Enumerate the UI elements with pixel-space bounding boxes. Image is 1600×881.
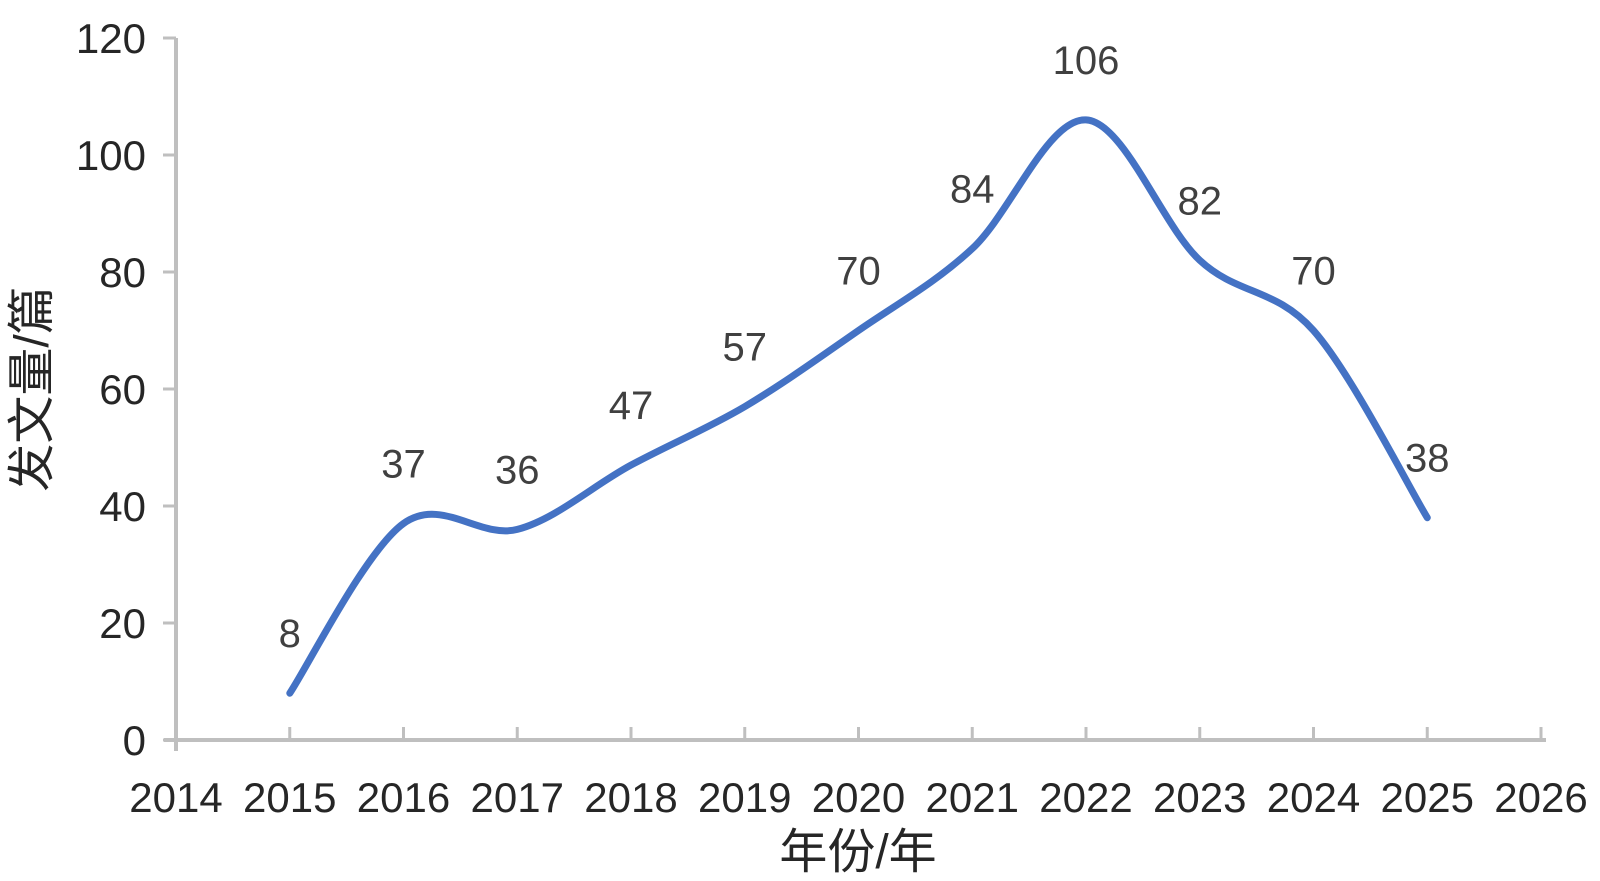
y-tick-label-80: 80 — [99, 249, 146, 296]
x-tick-label-2026: 2026 — [1494, 774, 1587, 821]
x-tick-label-2019: 2019 — [698, 774, 791, 821]
x-tick-label-2015: 2015 — [243, 774, 336, 821]
y-tick-label-40: 40 — [99, 483, 146, 530]
x-axis-ticks — [174, 727, 1543, 740]
data-label-2016: 37 — [381, 443, 426, 487]
y-tick-label-100: 100 — [76, 132, 146, 179]
data-label-2017: 36 — [495, 448, 540, 492]
data-label-2015: 8 — [279, 612, 301, 656]
y-tick-label-60: 60 — [99, 366, 146, 413]
data-label-2023: 82 — [1178, 179, 1223, 223]
data-label-2019: 57 — [723, 326, 768, 370]
y-axis-ticks — [163, 36, 176, 742]
x-tick-label-2016: 2016 — [357, 774, 450, 821]
x-tick-label-2014: 2014 — [129, 774, 222, 821]
x-axis-title: 年份/年 — [779, 826, 936, 879]
x-tick-label-2023: 2023 — [1153, 774, 1246, 821]
x-tick-label-2024: 2024 — [1267, 774, 1360, 821]
x-tick-label-2025: 2025 — [1381, 774, 1474, 821]
data-label-2022: 106 — [1053, 39, 1120, 83]
series-line — [286, 116, 1431, 697]
y-axis-title: 发文量/篇 — [6, 286, 59, 491]
y-tick-label-0: 0 — [123, 717, 146, 764]
x-tick-label-2022: 2022 — [1039, 774, 1132, 821]
data-label-2025: 38 — [1405, 437, 1450, 481]
data-label-2018: 47 — [609, 384, 654, 428]
data-label-2021: 84 — [950, 168, 995, 212]
y-tick-label-120: 120 — [76, 15, 146, 62]
x-tick-label-2018: 2018 — [584, 774, 677, 821]
y-tick-label-20: 20 — [99, 600, 146, 647]
x-tick-label-2017: 2017 — [471, 774, 564, 821]
data-label-2020: 70 — [836, 250, 881, 294]
x-tick-label-2021: 2021 — [926, 774, 1019, 821]
data-labels: 8 37 36 47 57 70 84 106 82 70 38 — [279, 39, 1450, 656]
data-label-2024: 70 — [1291, 250, 1336, 294]
axes — [164, 38, 1546, 751]
x-axis-tick-labels: 2014 2015 2016 2017 2018 2019 2020 2021 2022 2023… — [129, 774, 1587, 821]
x-tick-label-2020: 2020 — [812, 774, 905, 821]
y-axis-tick-labels: 0 20 40 60 80 100 120 — [76, 15, 146, 764]
